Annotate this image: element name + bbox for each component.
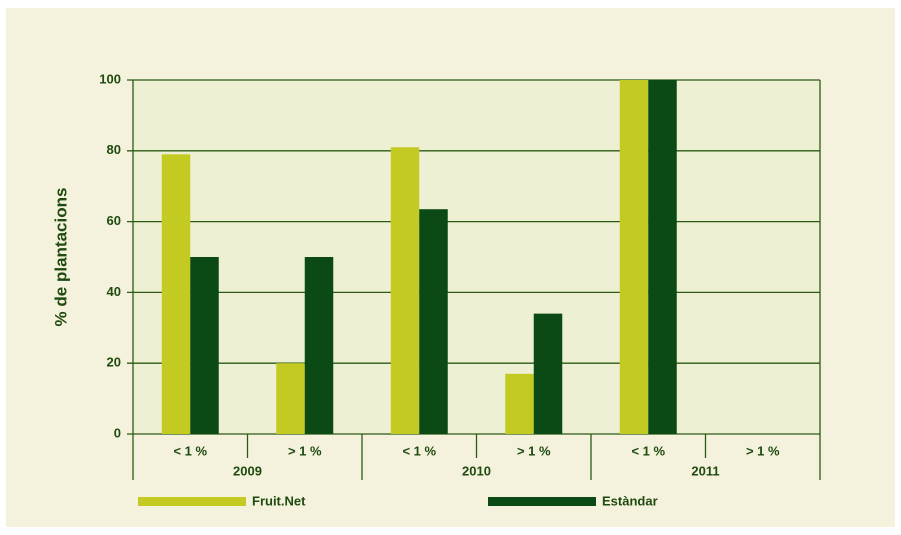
- bar: [505, 373, 534, 434]
- legend-swatch: [138, 497, 246, 506]
- plot-area: [133, 80, 820, 434]
- x-tick-label: > 1 %: [517, 443, 551, 458]
- x-tick-label: < 1 %: [631, 443, 665, 458]
- group-label: 2010: [462, 463, 491, 478]
- bar: [304, 257, 334, 434]
- group-label: 2009: [233, 463, 262, 478]
- y-tick-label: 80: [107, 142, 121, 157]
- bar: [533, 313, 563, 434]
- bar: [276, 363, 305, 434]
- bar: [161, 154, 191, 434]
- legend-label: Estàndar: [602, 493, 658, 508]
- x-tick-label: < 1 %: [173, 443, 207, 458]
- bar: [419, 209, 448, 434]
- bar: [390, 147, 420, 434]
- legend-swatch: [488, 497, 596, 506]
- y-tick-label: 60: [107, 213, 121, 228]
- y-tick-label: 20: [107, 355, 121, 370]
- x-tick-label: > 1 %: [288, 443, 322, 458]
- y-axis-label: % de plantacions: [51, 188, 70, 327]
- bar: [619, 80, 649, 434]
- bar: [648, 80, 677, 434]
- legend-label: Fruit.Net: [252, 493, 306, 508]
- y-tick-label: 40: [107, 284, 121, 299]
- x-tick-label: > 1 %: [746, 443, 780, 458]
- y-tick-label: 100: [99, 71, 121, 86]
- x-tick-label: < 1 %: [402, 443, 436, 458]
- group-label: 2011: [691, 463, 719, 478]
- y-tick-label: 0: [114, 425, 121, 440]
- bar: [190, 257, 219, 434]
